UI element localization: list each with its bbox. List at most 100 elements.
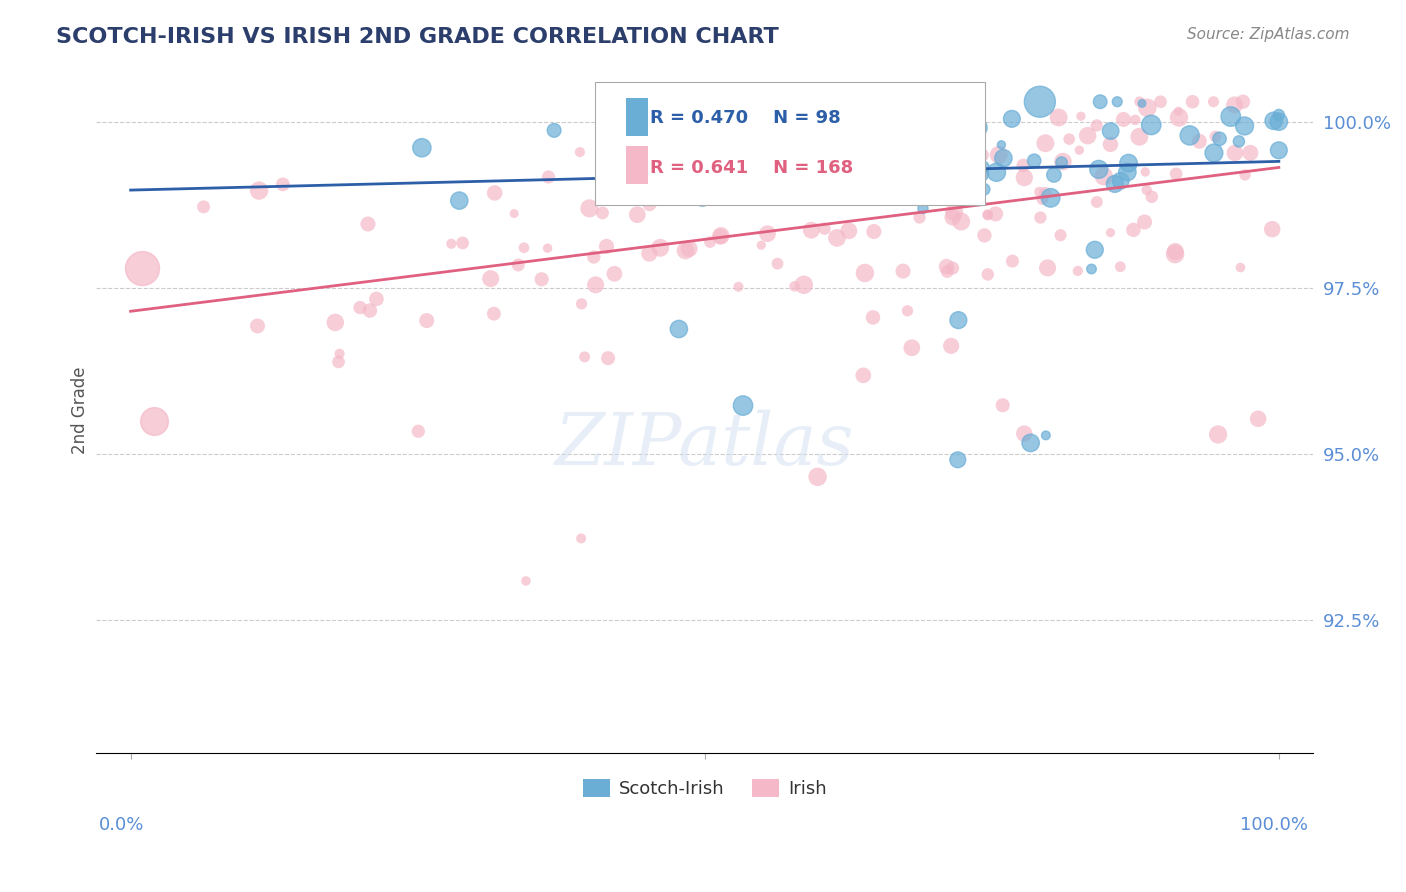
Point <box>640 151 662 165</box>
Point <box>1263 113 1285 128</box>
Point <box>789 145 811 160</box>
Point <box>142 414 165 428</box>
Point <box>1067 264 1090 278</box>
Point <box>1024 153 1046 168</box>
Point <box>651 174 673 188</box>
Point <box>959 119 981 133</box>
Point <box>1268 108 1291 122</box>
Point <box>905 95 928 109</box>
Point <box>1112 112 1135 127</box>
Point <box>756 227 779 241</box>
Point <box>1181 95 1204 109</box>
Point <box>1223 98 1246 112</box>
Point <box>1167 104 1189 119</box>
Point <box>824 180 846 194</box>
Point <box>1050 155 1073 169</box>
Point <box>1149 95 1171 109</box>
Point <box>830 145 852 160</box>
Point <box>908 211 931 225</box>
Point <box>1001 254 1024 268</box>
Point <box>411 141 433 155</box>
Point <box>752 180 775 194</box>
Point <box>193 200 215 214</box>
Point <box>773 183 796 197</box>
Point <box>849 156 872 170</box>
Point <box>449 194 471 208</box>
Point <box>569 532 592 546</box>
Point <box>838 95 860 109</box>
Point <box>800 223 823 237</box>
Point <box>973 228 995 243</box>
Point <box>655 178 678 193</box>
Point <box>515 574 537 588</box>
Point <box>977 268 1000 282</box>
Point <box>1080 262 1102 277</box>
Point <box>1099 226 1122 240</box>
Point <box>976 208 998 222</box>
Point <box>623 166 645 180</box>
Point <box>936 264 959 278</box>
Point <box>131 260 153 275</box>
Point <box>1247 411 1270 425</box>
Point <box>1208 132 1230 146</box>
Point <box>807 470 830 484</box>
Point <box>704 142 727 156</box>
Point <box>1206 427 1229 442</box>
Point <box>911 202 934 216</box>
Point <box>901 341 924 355</box>
Point <box>671 163 693 178</box>
Point <box>860 141 883 155</box>
Point <box>820 97 842 112</box>
Point <box>748 110 770 124</box>
Point <box>897 144 920 158</box>
Point <box>1035 428 1057 442</box>
Point <box>1232 95 1254 109</box>
Point <box>1043 168 1066 182</box>
Point <box>1099 137 1122 152</box>
Point <box>1077 128 1099 143</box>
Point <box>603 267 626 281</box>
Point <box>877 186 900 201</box>
Point <box>357 217 380 231</box>
Point <box>710 228 733 243</box>
Point <box>1164 244 1187 259</box>
Point <box>1130 96 1153 111</box>
Point <box>898 146 921 161</box>
Point <box>804 147 827 161</box>
Point <box>645 157 668 171</box>
Point <box>799 95 821 109</box>
Point <box>693 124 716 138</box>
Point <box>568 145 591 160</box>
Point <box>1135 165 1157 179</box>
Point <box>1033 186 1056 201</box>
Point <box>837 143 859 157</box>
Point <box>956 153 979 167</box>
Point <box>966 152 988 166</box>
Point <box>1047 111 1070 125</box>
Point <box>406 424 429 438</box>
Point <box>948 313 970 327</box>
Point <box>246 318 269 333</box>
Point <box>725 130 748 145</box>
Point <box>1133 215 1156 229</box>
Text: 0.0%: 0.0% <box>98 816 143 834</box>
Point <box>733 176 755 190</box>
Point <box>603 154 626 169</box>
Point <box>704 146 727 161</box>
Point <box>966 120 988 135</box>
Point <box>779 131 801 145</box>
Point <box>972 148 994 162</box>
Point <box>934 162 956 177</box>
Point <box>479 271 502 285</box>
Point <box>1012 426 1035 441</box>
Point <box>1129 95 1152 109</box>
Point <box>917 141 939 155</box>
Point <box>935 181 957 195</box>
Point <box>810 104 832 119</box>
Point <box>749 238 772 252</box>
Point <box>751 101 773 115</box>
Point <box>1136 183 1159 197</box>
Point <box>780 173 803 187</box>
Point <box>1140 118 1163 132</box>
Point <box>678 242 700 256</box>
